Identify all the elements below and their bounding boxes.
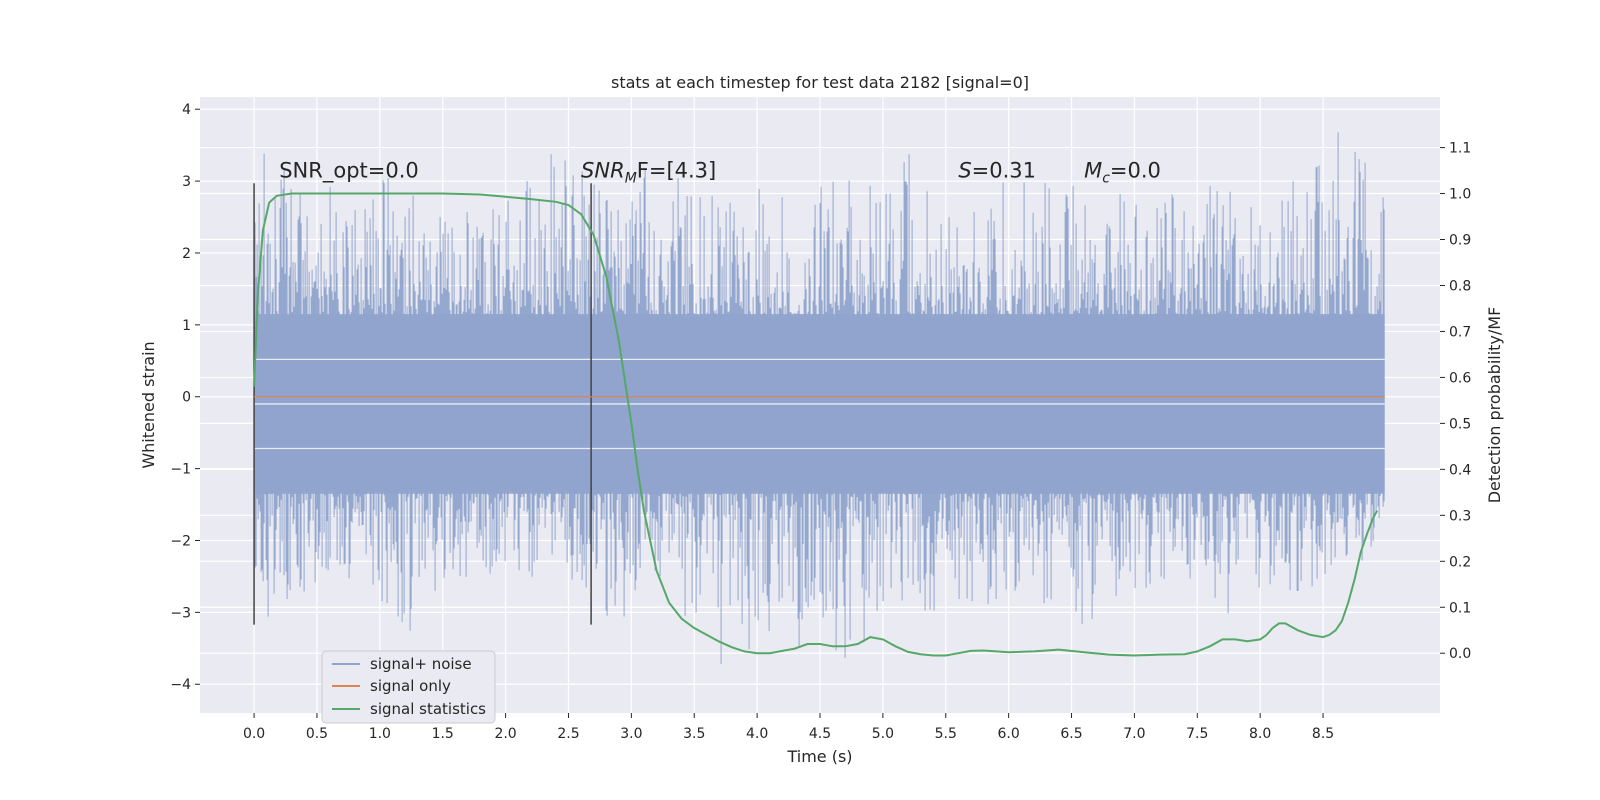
legend-label-signal-noise: signal+ noise [370, 655, 472, 673]
annotation-text: SNRMF=[4.3] [581, 159, 716, 187]
x-tick-label: 2.5 [557, 726, 579, 742]
x-axis-label: Time (s) [786, 747, 852, 766]
y2-tick-label: 0.7 [1449, 324, 1471, 340]
y2-tick-label: 0.4 [1449, 462, 1471, 478]
x-tick-label: 6.5 [1060, 726, 1082, 742]
y-tick-label: 0 [182, 390, 191, 406]
x-tick-label: 6.0 [998, 726, 1020, 742]
axis-ticks: 0.0 0.5 1.0 1.5 2.0 2.5 3.0 3.5 4.0 4.5 5.0 5.5 6.0 6… [170, 102, 1471, 742]
y-axis-label: Whitened strain [139, 341, 158, 468]
legend-label-signal-statistics: signal statistics [370, 700, 486, 718]
legend-label-signal-only: signal only [370, 677, 451, 695]
x-tick-label: 0.5 [306, 726, 328, 742]
y-tick-label: 2 [182, 246, 191, 262]
y-tick-label: 4 [182, 102, 191, 118]
x-tick-label: 3.5 [683, 726, 705, 742]
y2-tick-label: 1.1 [1449, 141, 1471, 157]
series-signal-statistics [253, 192, 1378, 657]
y-tick-label: 3 [182, 174, 191, 190]
x-tick-label: 3.0 [620, 726, 642, 742]
x-tick-label: 7.5 [1186, 726, 1208, 742]
y2-tick-label: 1.0 [1449, 187, 1471, 203]
x-tick-label: 1.5 [432, 726, 454, 742]
x-tick-label: 5.5 [935, 726, 957, 742]
legend-box [321, 650, 496, 724]
annotation-text: Mc=0.0 [1084, 159, 1161, 187]
y2-tick-label: 0.1 [1449, 600, 1471, 616]
y-tick-label: 1 [182, 318, 191, 334]
y-tick-label: −2 [170, 533, 191, 549]
y-tick-label: −1 [170, 462, 191, 478]
x-tick-label: 7.0 [1123, 726, 1145, 742]
y2-tick-label: 0.6 [1449, 370, 1471, 386]
x-tick-label: 4.5 [809, 726, 831, 742]
x-tick-label: 8.0 [1249, 726, 1271, 742]
x-tick-label: 5.0 [872, 726, 894, 742]
y-tick-label: −4 [170, 677, 191, 693]
signal-statistics-line [253, 192, 1378, 657]
x-tick-label: 1.0 [369, 726, 391, 742]
y2-tick-label: 0.3 [1449, 508, 1471, 524]
y2-tick-label: 0.5 [1449, 416, 1471, 432]
y2-tick-label: 0.0 [1449, 646, 1471, 662]
x-tick-label: 8.5 [1312, 726, 1334, 742]
x-tick-label: 4.0 [746, 726, 768, 742]
y2-tick-label: 0.9 [1449, 233, 1471, 249]
y2-axis-label: Detection probability/MF [1485, 307, 1504, 504]
y2-tick-label: 0.8 [1449, 278, 1471, 294]
annotation-text: SNR_opt=0.0 [279, 159, 419, 184]
y2-tick-label: 0.2 [1449, 554, 1471, 570]
series-signal-noise [253, 132, 1385, 664]
legend: signal+ noise signal only signal statist… [321, 650, 496, 724]
annotation-text: S=0.31 [958, 159, 1036, 183]
x-tick-label: 0.0 [243, 726, 265, 742]
y-tick-label: −3 [170, 605, 191, 621]
x-tick-label: 2.0 [494, 726, 516, 742]
annotations: SNR_opt=0.0 SNRMF=[4.3] S=0.31 Mc=0.0 [279, 159, 1161, 187]
chart-title: stats at each timestep for test data 218… [611, 73, 1029, 92]
marker-lines [253, 183, 592, 625]
